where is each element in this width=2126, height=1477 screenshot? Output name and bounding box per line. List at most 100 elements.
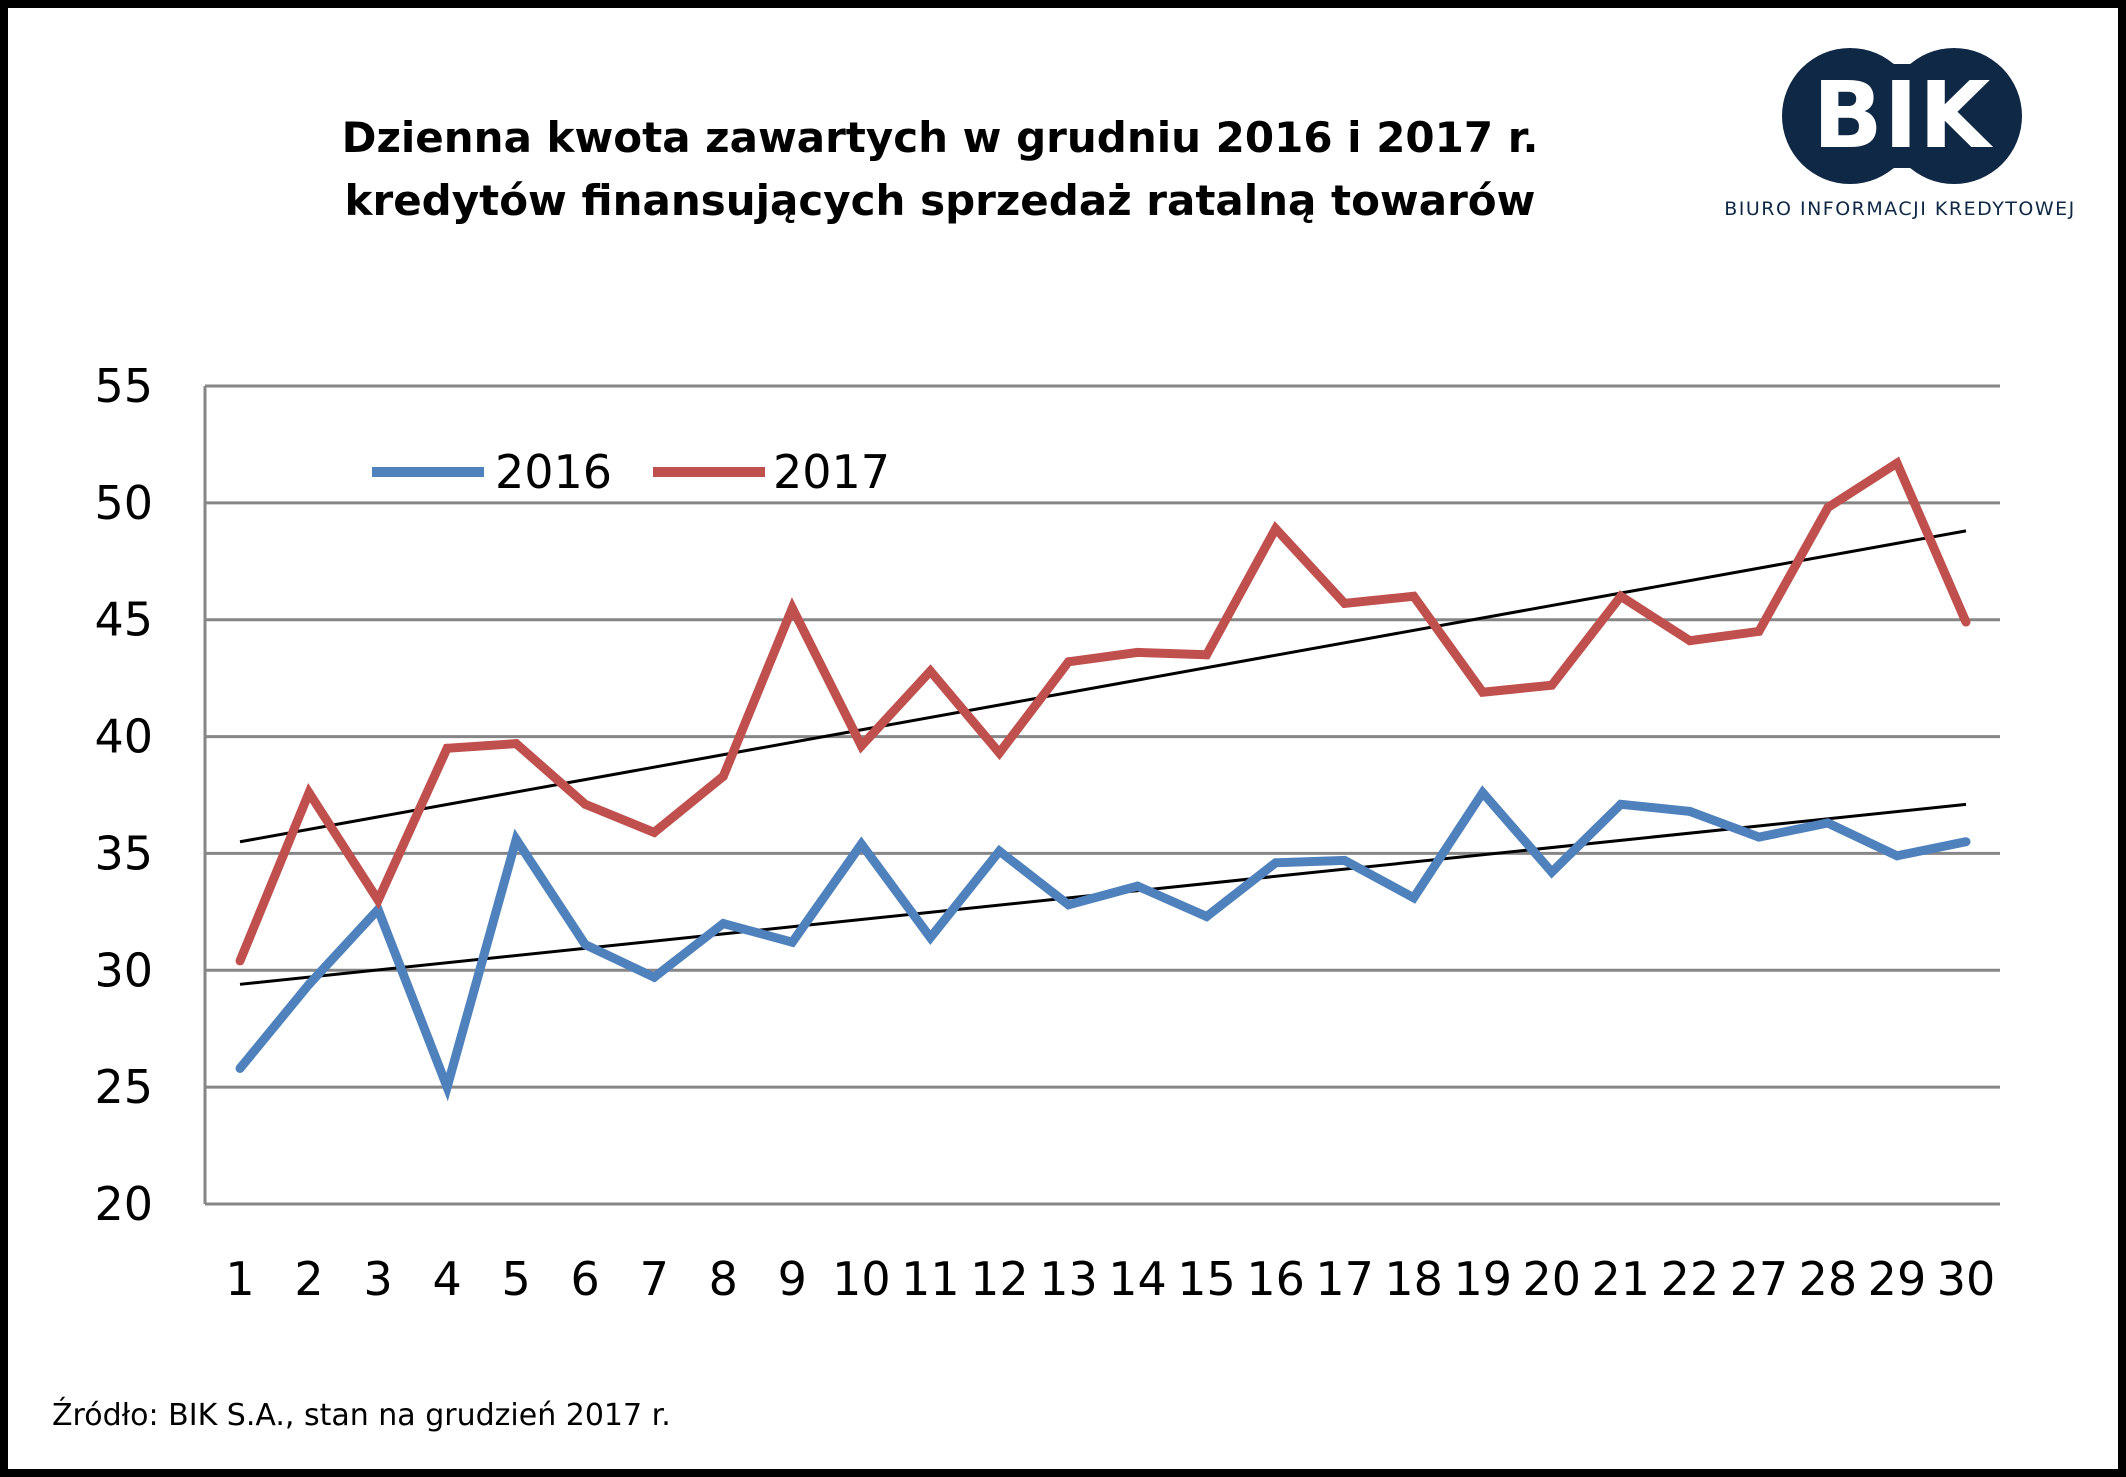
data-point-2016 — [580, 940, 590, 950]
x-tick-label: 14 — [1108, 1252, 1167, 1306]
data-point-2016 — [511, 834, 521, 844]
data-point-2017 — [787, 603, 797, 613]
x-tick-label: 1 — [225, 1252, 254, 1306]
y-tick-label: 35 — [94, 826, 153, 880]
x-tick-label: 21 — [1592, 1252, 1651, 1306]
y-tick-label: 25 — [94, 1060, 153, 1114]
x-tick-label: 29 — [1868, 1252, 1927, 1306]
data-point-2016 — [718, 919, 728, 929]
data-point-2017 — [1685, 636, 1695, 646]
x-tick-label: 5 — [502, 1252, 531, 1306]
series-line-2017 — [235, 456, 1971, 963]
data-point-2017 — [1547, 680, 1557, 690]
bik-logo-text: BIK — [1812, 62, 1992, 169]
data-point-2017 — [1202, 650, 1212, 660]
bik-logo-subtitle: BIURO INFORMACJI KREDYTOWEJ — [1724, 198, 2076, 220]
data-point-2016 — [1133, 881, 1143, 891]
data-point-2016 — [1754, 832, 1764, 842]
data-point-2016 — [994, 846, 1004, 856]
x-tick-label: 15 — [1177, 1252, 1236, 1306]
y-tick-label: 30 — [94, 943, 153, 997]
x-tick-label: 20 — [1522, 1252, 1581, 1306]
bik-logo-emblem — [1782, 48, 2022, 184]
data-point-2017 — [649, 827, 659, 837]
legend-item-2017: 2017 — [653, 445, 890, 499]
x-tick-label: 7 — [640, 1252, 669, 1306]
data-point-2017 — [580, 799, 590, 809]
data-point-2017 — [1271, 524, 1281, 534]
x-tick-label: 9 — [778, 1252, 807, 1306]
source-note: Źródło: BIK S.A., stan na grudzień 2017 … — [52, 1398, 671, 1433]
y-tick-label: 45 — [94, 593, 153, 647]
data-point-2016 — [1478, 788, 1488, 798]
data-point-2017 — [235, 956, 245, 966]
data-point-2017 — [718, 771, 728, 781]
x-tick-label: 27 — [1730, 1252, 1789, 1306]
chart-title: Dzienna kwota zawartych w grudniu 2016 i… — [300, 106, 1580, 232]
x-tick-label: 17 — [1315, 1252, 1374, 1306]
data-point-2016 — [235, 1063, 245, 1073]
data-point-2017 — [1892, 458, 1902, 468]
data-point-2017 — [1409, 591, 1419, 601]
chart-title-line-2: kredytów finansujących sprzedaż ratalną … — [344, 176, 1536, 225]
x-tick-label: 4 — [432, 1252, 461, 1306]
x-tick-label: 30 — [1937, 1252, 1996, 1306]
data-point-2017 — [856, 741, 866, 751]
data-point-2016 — [1892, 851, 1902, 861]
legend-label: 2017 — [773, 445, 890, 499]
data-point-2016 — [856, 839, 866, 849]
data-point-2017 — [1478, 687, 1488, 697]
data-point-2016 — [1616, 799, 1626, 809]
data-point-2017 — [925, 666, 935, 676]
data-point-2016 — [1271, 858, 1281, 868]
x-tick-label: 6 — [571, 1252, 600, 1306]
x-tick-label: 11 — [901, 1252, 960, 1306]
data-point-2017 — [304, 788, 314, 798]
data-point-2017 — [1961, 617, 1971, 627]
data-point-2017 — [1616, 591, 1626, 601]
x-tick-label: 3 — [363, 1252, 392, 1306]
x-tick-label: 8 — [709, 1252, 738, 1306]
data-point-2016 — [1547, 867, 1557, 877]
y-tick-label: 50 — [94, 476, 153, 530]
x-tick-label: 13 — [1039, 1252, 1098, 1306]
legend-label: 2016 — [495, 445, 612, 499]
data-point-2016 — [1685, 806, 1695, 816]
data-point-2016 — [925, 933, 935, 943]
series-line-2016 — [236, 785, 1967, 1102]
data-point-2016 — [304, 979, 314, 989]
data-point-2016 — [1409, 893, 1419, 903]
legend-item-2016: 2016 — [372, 445, 612, 499]
chart-title-line-1: Dzienna kwota zawartych w grudniu 2016 i… — [341, 113, 1539, 162]
x-tick-label: 10 — [832, 1252, 891, 1306]
x-tick-label: 16 — [1246, 1252, 1305, 1306]
data-point-2017 — [511, 739, 521, 749]
data-point-2017 — [1340, 598, 1350, 608]
data-point-2016 — [1063, 900, 1073, 910]
bik-logo: BIK BIURO INFORMACJI KREDYTOWEJ — [1720, 48, 2080, 228]
x-tick-label: 18 — [1384, 1252, 1443, 1306]
x-tick-label: 2 — [294, 1252, 323, 1306]
data-point-2017 — [373, 895, 383, 905]
x-tick-label: 19 — [1453, 1252, 1512, 1306]
x-tick-label: 28 — [1799, 1252, 1858, 1306]
y-tick-label: 40 — [94, 710, 153, 764]
data-point-2017 — [442, 743, 452, 753]
data-point-2016 — [649, 972, 659, 982]
data-point-2016 — [1961, 837, 1971, 847]
data-point-2016 — [442, 1082, 452, 1092]
data-point-2016 — [1823, 818, 1833, 828]
x-tick-label: 12 — [970, 1252, 1029, 1306]
y-tick-label: 55 — [94, 359, 153, 413]
data-point-2017 — [1823, 503, 1833, 513]
x-tick-label: 22 — [1661, 1252, 1720, 1306]
trendline-2017 — [239, 529, 1967, 844]
data-point-2017 — [1063, 657, 1073, 667]
data-point-2016 — [373, 905, 383, 915]
y-tick-label: 20 — [94, 1177, 153, 1231]
data-point-2016 — [787, 937, 797, 947]
data-point-2016 — [1202, 912, 1212, 922]
data-point-2017 — [1754, 626, 1764, 636]
